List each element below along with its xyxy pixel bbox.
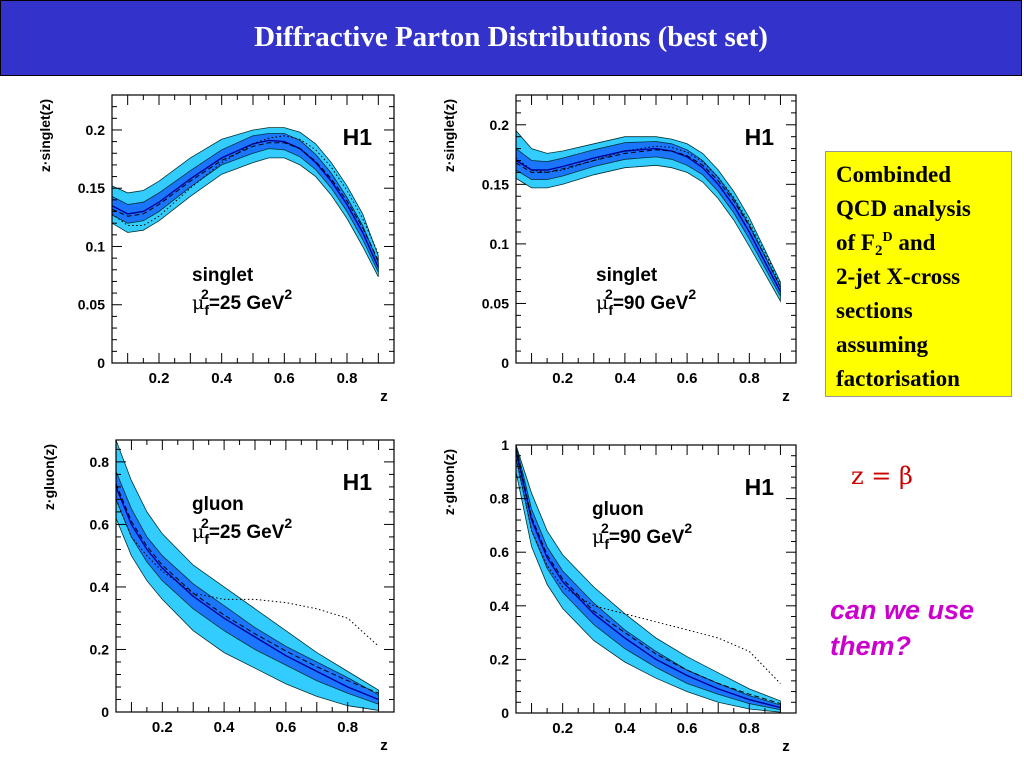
dotted-fit-line [515,455,781,684]
x-tick-label: 0.2 [152,719,173,736]
scale-label: μf2=90 GeV2 [592,520,692,552]
info-line: assuming [836,332,929,357]
x-tick-label: 0.4 [614,370,636,387]
y-tick-label: 0 [97,355,105,371]
x-axis-label: z [380,737,388,754]
y-tick-label: 0.1 [490,236,510,252]
x-axis-label: z [380,388,388,405]
y-tick-label: 0.8 [90,454,110,470]
central-fit-line [111,139,379,268]
x-tick-label: 0.4 [614,720,636,737]
y-tick-label: 0.15 [482,176,509,192]
dashed-fit-line [515,149,781,288]
y-tick-label: 0.1 [86,238,106,254]
x-axis-label: z [782,738,790,755]
distribution-name: singlet [192,265,254,286]
x-tick-label: 0.2 [552,370,573,387]
dotted-fit-line [115,499,379,647]
y-tick-label: 0 [101,704,109,720]
y-tick-label: 1 [501,437,509,453]
page-title: Diffractive Parton Distributions (best s… [254,21,768,53]
question-text: can we use them? [830,595,975,661]
y-tick-label: 0.4 [490,598,510,614]
info-line: 2-jet X-cross [836,264,961,289]
y-tick-label: 0.4 [90,579,110,595]
experiment-label: H1 [745,474,775,500]
experiment-label: H1 [745,124,775,150]
info-line: of F2D and [836,230,936,259]
y-tick-label: 0 [501,355,509,371]
x-tick-label: 0.2 [552,720,573,737]
z-equals-beta-label: z = β [851,462,913,490]
central-fit-line [515,450,781,709]
info-line: Combinded [836,162,952,187]
y-axis-label: z·gluon(z) [441,449,457,515]
x-tick-label: 0.6 [677,370,698,387]
outer-error-band [115,439,379,711]
distribution-name: gluon [192,494,244,515]
experiment-label: H1 [343,469,373,495]
distribution-name: singlet [596,265,658,286]
y-tick-label: 0.15 [78,180,105,196]
title-bar: Diffractive Parton Distributions (best s… [0,0,1022,76]
distribution-name: gluon [592,499,644,520]
y-tick-label: 0.2 [490,651,510,667]
x-tick-label: 0.6 [677,720,698,737]
y-tick-label: 0.05 [482,295,509,311]
scale-label: μf2=25 GeV2 [192,515,292,547]
central-fit-line [115,486,379,701]
x-tick-label: 0.2 [149,370,170,387]
y-tick-label: 0 [501,705,509,721]
y-tick-label: 0.05 [78,297,105,313]
scale-label: μf2=25 GeV2 [192,286,292,318]
x-tick-label: 0.4 [211,370,233,387]
x-tick-label: 0.4 [214,719,236,736]
info-box: Combinded QCD analysis of F2D and 2-jet … [825,151,1012,397]
x-axis-label: z [782,388,790,405]
dotted-fit-line [515,145,781,285]
x-tick-label: 0.8 [337,719,358,736]
x-tick-label: 0.8 [337,370,358,387]
y-tick-label: 0.2 [90,641,110,657]
scale-label: μf2=90 GeV2 [596,286,696,318]
x-tick-label: 0.6 [274,370,295,387]
dashed-fit-line [515,447,781,705]
info-line: sections [836,298,913,323]
x-tick-label: 0.8 [739,720,760,737]
y-axis-label: z·singlet(z) [441,99,457,172]
info-line: QCD analysis [836,196,971,221]
y-tick-label: 0.8 [490,491,510,507]
x-tick-label: 0.6 [275,719,296,736]
y-tick-label: 0.6 [90,516,110,532]
y-tick-label: 0.6 [490,544,510,560]
y-tick-label: 0.2 [490,117,510,133]
y-axis-label: z·singlet(z) [37,99,53,172]
dotted-fit-line [111,135,379,254]
experiment-label: H1 [343,124,373,150]
x-tick-label: 0.8 [739,370,760,387]
info-line: factorisation [836,366,960,391]
y-tick-label: 0.2 [86,122,106,138]
dashed-fit-line [115,483,379,694]
inner-error-band [111,133,379,273]
y-axis-label: z·gluon(z) [41,444,57,510]
dashed-fit-line [111,142,379,261]
